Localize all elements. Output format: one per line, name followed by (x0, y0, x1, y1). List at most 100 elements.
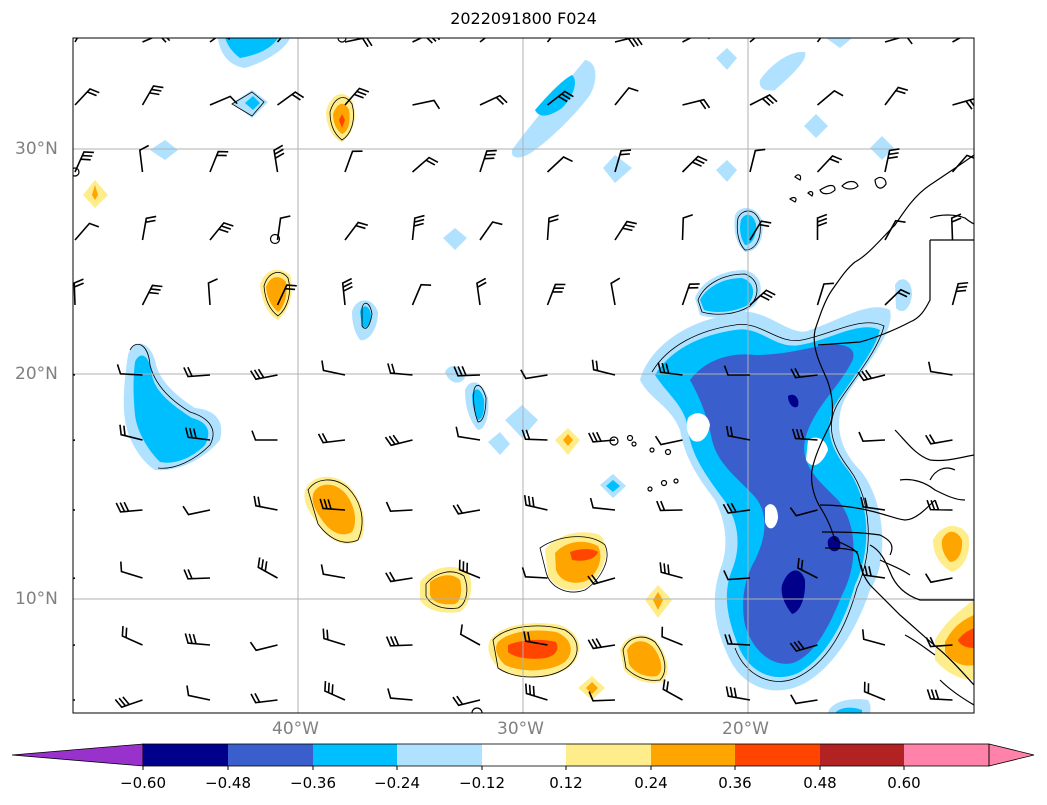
wind-barb (322, 628, 346, 646)
wind-barb (141, 284, 163, 306)
wind-barb (185, 427, 211, 441)
wind-barb (682, 38, 711, 43)
wind-barb (723, 570, 751, 581)
wind-barb (251, 430, 278, 441)
wind-barb (614, 86, 639, 106)
colorbar-tick-label: 0.24 (634, 774, 668, 792)
wind-barb (857, 369, 886, 382)
wind-barb (654, 435, 683, 446)
wind-barb (209, 221, 234, 241)
wind-barb (884, 148, 900, 173)
wind-barb (121, 626, 143, 646)
wind-barb (74, 87, 100, 106)
wind-barb (321, 360, 346, 376)
wind-barb (116, 364, 143, 376)
wind-barb (656, 500, 683, 512)
wind-barb (344, 87, 370, 106)
wind-barb (816, 89, 844, 106)
wind-barb (74, 151, 94, 173)
wind-barb (273, 144, 285, 173)
wind-barb (209, 150, 229, 173)
wind-barb (184, 633, 211, 646)
wind-barb (476, 277, 487, 306)
plot-title: 2022091800 F024 (450, 9, 597, 28)
wind-barb (324, 681, 346, 701)
wind-barb (183, 366, 211, 378)
wind-barb (546, 214, 559, 241)
lat-label-20n: 20°N (15, 364, 58, 384)
wind-barb (523, 495, 548, 511)
wind-barb (797, 557, 818, 579)
wind-barb (951, 154, 974, 173)
wind-barb (458, 559, 481, 579)
wind-barb (249, 641, 278, 652)
wind-barb (182, 505, 211, 516)
colorbar-extend-low (11, 743, 144, 767)
colorbar-tick-label: 0.36 (718, 774, 752, 792)
colorbar-tick-label: −0.36 (290, 774, 336, 792)
wind-barb (479, 149, 497, 173)
wind-barb (861, 629, 886, 646)
wind-barb (723, 365, 750, 376)
wind-barb (951, 281, 969, 306)
coastlines (73, 38, 974, 713)
wind-barb (614, 149, 632, 173)
wind-barb (253, 495, 278, 511)
wind-barb (138, 144, 150, 173)
wind-barb (74, 222, 100, 241)
colorbar-tick-label: 0.60 (887, 774, 921, 792)
wind-barb (344, 38, 373, 48)
wind-barb (789, 507, 818, 517)
wind-barb (479, 221, 503, 241)
wind-barb (925, 636, 953, 648)
wind-barb (385, 571, 413, 583)
wind-barb (924, 573, 953, 584)
wind-barb (73, 699, 75, 701)
wind-barb (183, 569, 211, 580)
wind-barb (681, 214, 693, 241)
wind-barb (385, 501, 413, 512)
wind-barb (950, 213, 962, 241)
contour-region-dark-blue (827, 535, 841, 552)
wind-barb (587, 638, 616, 650)
wind-barb (816, 154, 843, 173)
wind-barb (412, 38, 441, 44)
lon-label-20w: 20°W (722, 719, 769, 739)
wind-barb (521, 429, 548, 441)
wind-barb (525, 683, 548, 701)
wind-barb (317, 432, 346, 444)
wind-barb (257, 557, 278, 579)
wind-barb (682, 98, 711, 110)
wind-barb (587, 574, 616, 585)
wind-barb (523, 631, 548, 646)
colorbar-tick-label: −0.12 (459, 774, 505, 792)
wind-barb (344, 221, 369, 241)
wind-barb (860, 497, 886, 511)
wind-barb (186, 685, 211, 701)
wind-barb (546, 283, 566, 306)
wind-barb (610, 277, 621, 306)
wind-barb (344, 150, 363, 173)
wind-barb (546, 156, 573, 173)
wind-barb (790, 694, 818, 705)
wind-barb (661, 626, 683, 646)
lon-label-30w: 30°W (497, 719, 544, 739)
wind-barb (588, 431, 616, 443)
contour-region-blue (690, 344, 854, 664)
wind-barb (319, 498, 346, 511)
wind-barb (73, 644, 76, 647)
wind-barb (276, 215, 291, 241)
wind-barb (925, 434, 953, 445)
wind-barb (662, 679, 683, 701)
wind-barb (455, 426, 481, 441)
wind-barb (722, 502, 751, 514)
wind-barb (657, 362, 683, 376)
wind-barb (73, 439, 76, 442)
wind-barb (249, 368, 278, 381)
wind-barb (659, 562, 683, 579)
wind-barb (926, 689, 953, 701)
wind-barb (452, 695, 481, 707)
wind-barb (725, 425, 751, 441)
wind-barb (119, 424, 143, 441)
